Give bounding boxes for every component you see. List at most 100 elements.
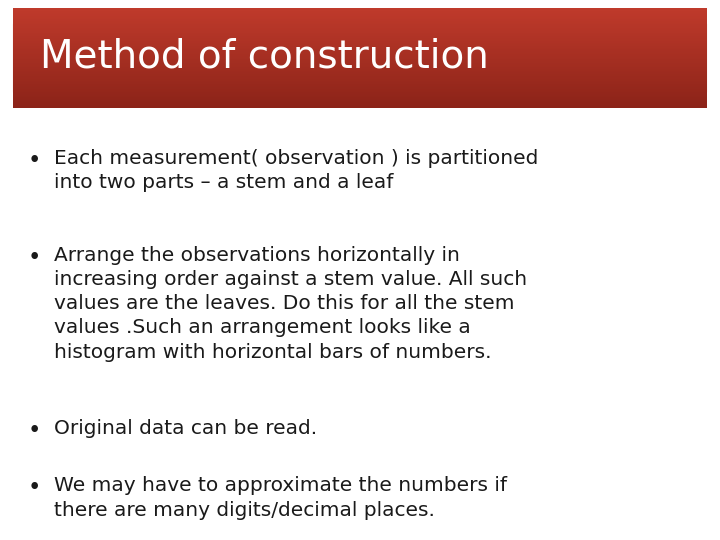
Bar [13,97,707,100]
Bar [13,104,707,106]
Bar [13,29,707,31]
Bar [13,52,707,55]
Bar [13,48,707,50]
Bar [13,43,707,45]
Bar [13,99,707,102]
Bar [13,64,707,66]
Bar [13,28,707,30]
Text: Original data can be read.: Original data can be read. [54,418,317,437]
Bar [13,34,707,36]
Bar [13,31,707,33]
Bar [13,41,707,43]
Bar [13,16,707,18]
Text: We may have to approximate the numbers if
there are many digits/decimal places.: We may have to approximate the numbers i… [54,476,507,519]
Bar [13,49,707,51]
Bar [13,87,707,90]
Bar [13,31,707,33]
Bar [13,71,707,73]
Bar [13,54,707,56]
Bar [13,103,707,105]
Bar [13,61,707,63]
Bar [13,94,707,96]
Bar [13,46,707,48]
FancyBboxPatch shape [13,8,707,108]
Bar [13,83,707,85]
Bar [13,86,707,88]
Bar [13,29,707,31]
Bar [13,84,707,86]
Text: Arrange the observations horizontally in
increasing order against a stem value. : Arrange the observations horizontally in… [54,246,527,362]
Bar [13,103,707,105]
Bar [13,28,707,30]
Bar [13,89,707,91]
Bar [13,101,707,103]
Bar [13,51,707,53]
Bar [13,34,707,36]
Bar [13,81,707,83]
Bar [13,23,707,25]
Bar [13,77,707,80]
Bar [13,79,707,82]
Bar [13,76,707,78]
Bar [13,91,707,93]
Bar [13,19,707,22]
Bar [13,86,707,88]
Bar [13,39,707,42]
Bar [13,54,707,56]
Bar [13,9,707,11]
Bar [13,74,707,76]
Bar [13,12,707,15]
Bar [13,36,707,38]
Text: •: • [27,246,41,269]
Bar [13,21,707,23]
Bar [13,96,707,98]
Bar [13,84,707,86]
Bar [13,96,707,98]
Bar [13,69,707,71]
Bar [13,26,707,28]
Bar [13,8,707,10]
Bar [13,17,707,20]
Bar [13,37,707,40]
Bar [13,11,707,13]
Bar [13,59,707,62]
Bar [13,72,707,75]
Text: Method of construction: Method of construction [40,38,488,76]
Bar [13,104,707,106]
Text: •: • [27,476,41,500]
Bar [13,52,707,55]
Bar [13,97,707,100]
Bar [13,24,707,26]
Bar [13,49,707,51]
Bar [13,21,707,23]
Bar [13,9,707,11]
Bar [13,57,707,60]
Bar [13,11,707,13]
Bar [13,91,707,93]
Bar [13,66,707,68]
Bar [13,48,707,50]
Bar [13,56,707,58]
Bar [13,63,707,65]
Bar [13,83,707,85]
Bar [13,19,707,22]
Bar [13,8,707,10]
Text: Each measurement( observation ) is partitioned
into two parts – a stem and a lea: Each measurement( observation ) is parti… [54,148,539,192]
Bar [13,16,707,18]
Bar [13,44,707,46]
Bar [13,77,707,80]
Bar [13,94,707,96]
Text: •: • [27,418,41,442]
Bar [13,59,707,62]
Bar [13,51,707,53]
Bar [13,87,707,90]
Bar [13,39,707,42]
Bar [13,101,707,103]
Bar [13,63,707,65]
Bar [13,69,707,71]
Bar [13,57,707,60]
Bar [13,74,707,76]
Bar [13,32,707,35]
Bar [13,99,707,102]
Bar [13,37,707,40]
